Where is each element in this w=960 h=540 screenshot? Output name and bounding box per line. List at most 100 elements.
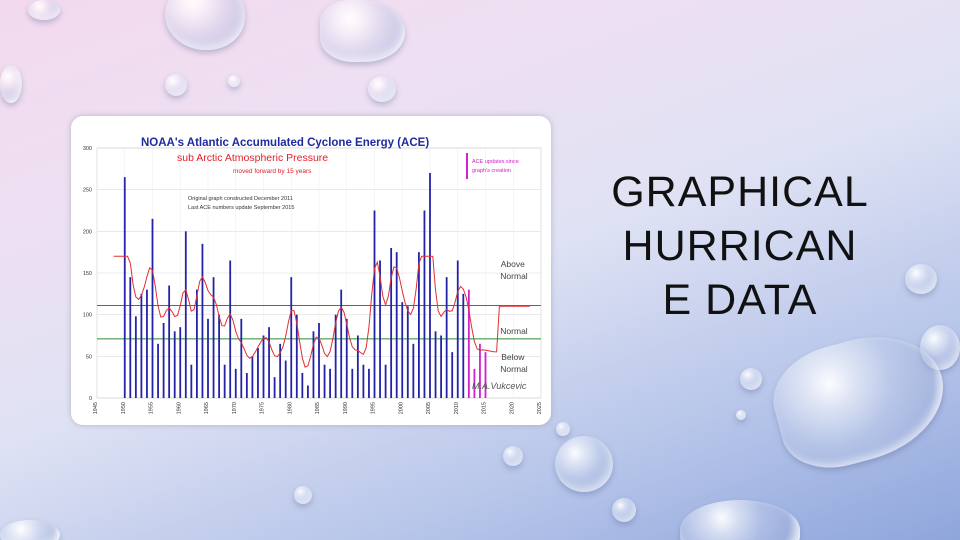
chart-subtitle: sub Arctic Atmospheric Pressure [177, 152, 328, 164]
x-tick-label: 1985 [315, 402, 321, 414]
ace-bar [345, 318, 348, 398]
y-tick-label: 300 [83, 146, 92, 152]
x-tick-label: 1975 [260, 402, 266, 414]
chart-signature: M.A.Vukcevic [472, 381, 527, 391]
x-tick-label: 2025 [537, 402, 543, 414]
ace-bar [301, 373, 304, 398]
x-tick-label: 1960 [176, 402, 182, 414]
zone-label-line: Below [501, 352, 525, 362]
ace-bar [123, 177, 126, 398]
ace-bar [151, 218, 154, 398]
ace-chart: 0 50 100 150 200 250 300 1945 1950 1955 1960 1965 19… [83, 137, 543, 414]
ace-bar [390, 248, 393, 398]
ace-bar [290, 277, 293, 398]
pressure-curve [113, 255, 530, 368]
ace-bar [162, 323, 165, 398]
ace-bar [134, 316, 137, 398]
water-drop [368, 76, 396, 102]
ace-bar [223, 364, 226, 398]
y-tick-label: 200 [83, 229, 92, 235]
x-tick-label: 2010 [454, 402, 460, 414]
x-tick-label: 1945 [93, 402, 99, 414]
ace-update-bar [467, 289, 470, 398]
water-drop [556, 422, 570, 436]
ace-bar [340, 289, 343, 398]
legend-note-line: graph's creation [472, 168, 511, 174]
ace-bar [179, 327, 182, 398]
ace-bar [334, 314, 337, 398]
x-tick-label: 1980 [287, 402, 293, 414]
ace-bar [157, 343, 159, 398]
water-drop [0, 520, 60, 540]
chart-title: NOAA's Atlantic Accumulated Cyclone Ener… [141, 137, 429, 149]
ace-bar [279, 343, 282, 398]
ace-bar [307, 385, 309, 398]
ace-bar [212, 277, 215, 398]
x-tick-label: 2000 [398, 402, 404, 414]
y-tick-label: 150 [83, 271, 92, 277]
ace-bar [318, 323, 320, 398]
ace-bar [379, 260, 381, 398]
water-drop [28, 0, 60, 20]
ace-bar [268, 327, 270, 398]
water-drop [320, 0, 405, 62]
legend-note-line: ACE updates since [472, 159, 519, 165]
ace-bar [384, 364, 387, 398]
zone-label-line: Normal [500, 271, 528, 281]
y-tick-label: 100 [83, 313, 92, 319]
y-tick-label: 250 [83, 188, 92, 194]
ace-bar [196, 289, 198, 398]
ace-bar [462, 293, 465, 398]
title-line: HURRICAN [622, 222, 858, 270]
ace-bar [234, 368, 237, 398]
ace-bar [312, 331, 315, 398]
x-tick-label: 1965 [204, 402, 210, 414]
ace-bar [395, 252, 398, 398]
ace-bar [295, 314, 298, 398]
ace-bar [184, 231, 187, 398]
ace-bar [445, 277, 448, 398]
ace-update-bar [484, 352, 487, 398]
title-line: E DATA [662, 276, 818, 324]
ace-bar [218, 314, 220, 398]
ace-bar [412, 343, 415, 398]
water-drop [736, 410, 746, 420]
chart-note-line: Last ACE numbers update September 2015 [188, 205, 294, 211]
water-drop [228, 75, 240, 87]
water-drop [612, 498, 636, 522]
x-tick-label: 1995 [371, 402, 377, 414]
ace-bar [240, 318, 243, 398]
water-drop [165, 74, 187, 96]
ace-bar [207, 318, 209, 398]
ace-update-bar [473, 368, 476, 398]
ace-bar [356, 335, 359, 398]
ace-bar [146, 289, 148, 398]
ace-bar [323, 364, 326, 398]
ace-bar [229, 260, 232, 398]
ace-bar [329, 368, 331, 398]
ace-bar [257, 348, 259, 398]
chart-note-line: Original graph constructed December 2011 [188, 196, 293, 202]
ace-bar [251, 356, 254, 398]
x-tick-label: 1970 [232, 402, 238, 414]
water-drop [680, 500, 800, 540]
zone-label-below: Below Normal [500, 352, 528, 374]
water-drop [165, 0, 245, 50]
ace-bar [434, 331, 437, 398]
x-tick-label: 1955 [149, 402, 155, 414]
water-drop [294, 486, 312, 504]
ace-bar [262, 335, 265, 398]
ace-bar [418, 252, 420, 398]
ace-bar [351, 368, 354, 398]
zone-label-line: Above [501, 259, 525, 269]
ace-bar [440, 335, 442, 398]
ace-bar [423, 210, 426, 398]
y-tick-label: 50 [86, 354, 92, 360]
x-tick-label: 2005 [426, 402, 432, 414]
chart-subtitle-2: moved forward by 15 years [233, 168, 312, 175]
chart-frame: 0 50 100 150 200 250 300 1945 1950 1955 1960 1965 19… [71, 116, 551, 425]
legend-marker [466, 153, 468, 179]
x-tick-label: 2020 [509, 402, 515, 414]
ace-bar [456, 260, 459, 398]
